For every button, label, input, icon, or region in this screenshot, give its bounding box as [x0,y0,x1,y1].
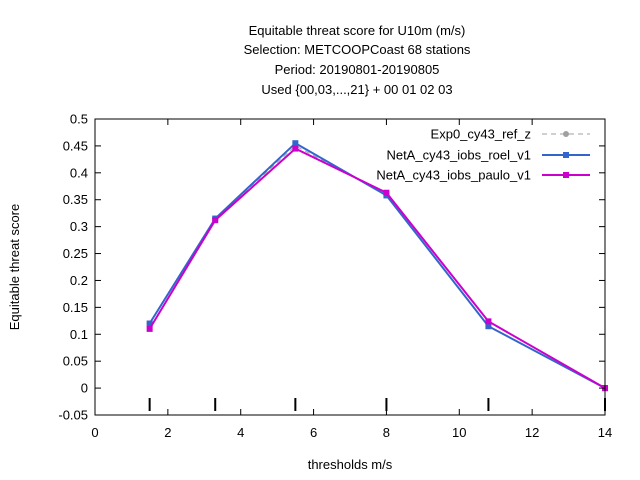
y-tick-label: 0.15 [63,300,88,315]
x-tick-label: 4 [237,425,244,440]
x-tick-label: 6 [310,425,317,440]
data-point [292,140,299,147]
data-point [292,145,299,152]
y-tick-label: 0.05 [63,354,88,369]
data-point [383,189,390,196]
chart-title: Equitable threat score for U10m (m/s) Se… [244,23,471,97]
axes: -0.0500.050.10.150.20.250.30.350.40.450.… [58,112,612,441]
x-tick-label: 0 [91,425,98,440]
title-line-2: Selection: METCOOPCoast 68 stations [244,42,471,57]
y-tick-label: -0.05 [58,408,88,423]
data-point [485,318,492,325]
x-tick-label: 14 [598,425,612,440]
data-point [212,217,219,224]
series-line [148,147,606,389]
legend-label: NetA_cy43_iobs_paulo_v1 [376,168,531,183]
x-axis-label: thresholds m/s [308,457,393,472]
legend: Exp0_cy43_ref_z NetA_cy43_iobs_roel_v1 Net… [376,127,590,183]
series-line [148,141,606,389]
y-tick-label: 0.45 [63,138,88,153]
x-tick-label: 12 [525,425,539,440]
legend-marker [563,172,569,178]
y-tick-label: 0.2 [70,273,88,288]
title-line-1: Equitable threat score for U10m (m/s) [249,23,466,38]
y-axis-label: Equitable threat score [7,204,22,330]
title-line-3: Period: 20190801-20190805 [275,62,440,77]
legend-label: Exp0_cy43_ref_z [431,127,531,142]
y-tick-label: 0.5 [70,112,88,127]
legend-label: NetA_cy43_iobs_roel_v1 [386,148,531,163]
data-point [146,325,153,332]
plot-frame [94,118,606,416]
y-tick-label: 0.3 [70,219,88,234]
x-tick-label: 2 [164,425,171,440]
y-tick-label: 0.35 [63,192,88,207]
title-line-4: Used {00,03,...,21} + 00 01 02 03 [261,82,452,97]
y-tick-label: 0.1 [70,327,88,342]
legend-marker [563,152,569,158]
data-point [146,320,153,327]
data-point [485,323,492,330]
y-tick-label: 0.25 [63,246,88,261]
legend-marker [563,131,569,137]
x-tick-label: 8 [383,425,390,440]
y-tick-label: 0 [81,381,88,396]
y-tick-label: 0.4 [70,165,88,180]
x-tick-label: 10 [452,425,466,440]
